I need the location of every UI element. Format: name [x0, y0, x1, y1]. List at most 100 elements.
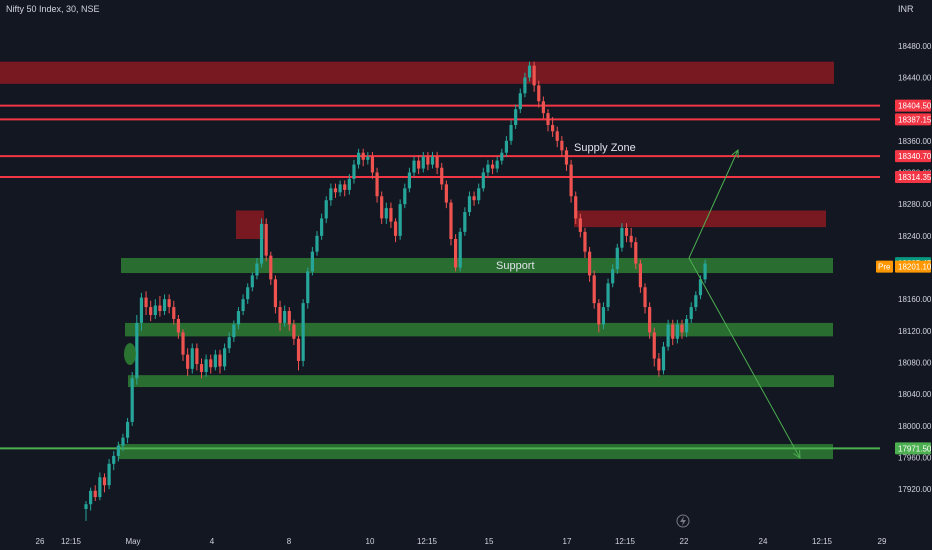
- time-axis-tick-label: 24: [759, 537, 768, 546]
- time-axis-tick-label: 10: [366, 537, 375, 546]
- candle-body: [380, 196, 384, 219]
- price-axis-tick-label: 18480.00: [898, 42, 932, 51]
- level-price-badge-text: 18340.70: [898, 152, 932, 161]
- candle-body: [338, 184, 342, 193]
- candle-body: [246, 287, 250, 300]
- replay-icon[interactable]: [676, 514, 690, 528]
- candle-body: [532, 65, 536, 86]
- candle-body: [130, 378, 134, 422]
- time-axis-tick-label: 8: [287, 537, 292, 546]
- candle-body: [703, 263, 707, 280]
- candle-body: [666, 324, 670, 347]
- candle-body: [259, 223, 264, 264]
- price-axis-tick-label: 18160.00: [898, 295, 932, 304]
- candle-body: [620, 227, 624, 248]
- candle-body: [139, 297, 144, 323]
- price-axis-tick-label: 18040.00: [898, 390, 932, 399]
- candle-body: [490, 164, 495, 169]
- projection-arrowhead: [731, 148, 739, 159]
- candle-body: [518, 93, 522, 110]
- candle-body: [514, 109, 518, 125]
- candle-body: [236, 311, 241, 325]
- time-axis-tick-label: 26: [36, 537, 45, 546]
- support-zone: [128, 375, 834, 388]
- candle-body: [440, 167, 444, 185]
- candle-body: [463, 212, 467, 232]
- candle-body: [537, 85, 541, 102]
- time-axis-tick-label: 12:15: [417, 537, 438, 546]
- candle-body: [555, 131, 559, 141]
- candle-body: [472, 196, 476, 201]
- candle-body: [444, 184, 448, 203]
- candle-body: [218, 354, 222, 367]
- candle-body: [278, 307, 282, 323]
- candle-body: [454, 239, 458, 268]
- candle-body: [301, 303, 305, 361]
- candle-body: [698, 279, 703, 296]
- candle-body: [458, 231, 462, 268]
- candle-body: [449, 202, 453, 239]
- candle-body: [135, 322, 139, 379]
- candle-body: [685, 318, 689, 333]
- candle-body: [306, 271, 310, 304]
- projection-arrowhead: [793, 449, 801, 460]
- pre-tag-bg: [876, 260, 893, 273]
- currency-label: INR: [898, 4, 914, 14]
- candle-body: [107, 463, 111, 486]
- candle-body: [398, 204, 402, 236]
- candle-body: [384, 208, 388, 219]
- candle-body: [430, 156, 435, 165]
- candle-body: [564, 150, 569, 165]
- candle-body: [541, 101, 545, 114]
- candle-body: [629, 235, 633, 243]
- candle-body: [412, 160, 416, 173]
- supply-zone: [0, 61, 834, 84]
- candle-body: [356, 152, 361, 165]
- candle-body: [93, 490, 97, 498]
- pre-price-badge-bg: [895, 260, 931, 273]
- candle-body: [467, 196, 472, 213]
- candle-body: [250, 275, 254, 288]
- candle-body: [435, 156, 439, 168]
- candle-body: [144, 297, 148, 308]
- candle-body: [204, 359, 208, 372]
- time-axis-tick-label: May: [125, 537, 140, 546]
- time-axis-tick-label: 29: [878, 537, 887, 546]
- time-axis[interactable]: 26 12:15 May 4 8 10 12:15 15 17 12:15 22 24 12:15 29: [36, 537, 887, 546]
- candle-body: [417, 160, 421, 169]
- candle-body: [89, 490, 93, 505]
- price-axis-tick-label: 18120.00: [898, 327, 932, 336]
- candle-body: [638, 263, 642, 288]
- candle-body: [255, 263, 259, 276]
- candle-body: [241, 299, 245, 312]
- support-zone: [118, 444, 833, 460]
- candle-body: [232, 324, 236, 338]
- candle-body: [560, 140, 564, 151]
- candle-body: [546, 113, 550, 125]
- candle-body: [587, 251, 592, 276]
- candle-body: [551, 125, 555, 132]
- candle-body: [149, 307, 153, 315]
- price-axis-tick-label: 17960.00: [898, 454, 932, 463]
- candle-body: [352, 164, 356, 179]
- time-axis-tick-label: 17: [563, 537, 572, 546]
- candle-body: [269, 255, 273, 280]
- candle-body: [523, 77, 527, 94]
- candle-body: [310, 251, 314, 272]
- candle-body: [477, 188, 481, 201]
- candle-body: [509, 125, 513, 141]
- candle-body: [112, 455, 116, 464]
- symbol-title[interactable]: Nifty 50 Index, 30, NSE: [6, 4, 100, 14]
- candle-body: [500, 152, 504, 161]
- candle-body: [657, 358, 661, 371]
- candle-body: [162, 299, 167, 312]
- candle-body: [615, 247, 619, 270]
- zone-annotation: Supply Zone: [574, 142, 636, 154]
- candle-body: [296, 338, 301, 361]
- price-badges-layer: 18404.50 18387.15 18340.70 18314.35 17971.50…: [876, 99, 932, 455]
- candle-body: [283, 311, 287, 323]
- candle-body: [153, 305, 157, 315]
- zone-annotation: Support: [496, 260, 535, 272]
